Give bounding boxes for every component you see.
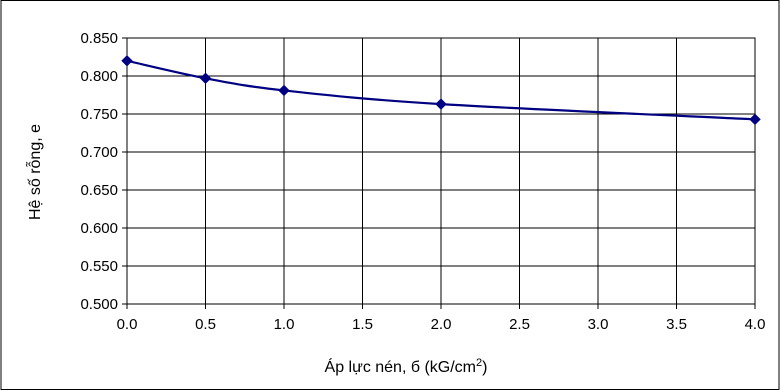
x-axis-title: Áp lực nén, б (kG/cm2) xyxy=(325,357,488,376)
data-point-marker xyxy=(278,84,290,97)
y-axis-title: Hệ số rỗng, e xyxy=(25,124,44,220)
y-tick-label: 0.750 xyxy=(80,106,118,123)
x-tick-label: 0.0 xyxy=(117,316,138,333)
data-point-marker xyxy=(435,98,447,110)
y-tick-label: 0.500 xyxy=(80,296,118,313)
y-tick-label: 0.550 xyxy=(80,258,118,275)
x-tick-label: 4.0 xyxy=(745,316,766,333)
x-axis-title-main: Áp lực nén, б (kG/cm xyxy=(325,357,476,376)
data-point-marker xyxy=(199,72,212,84)
x-tick-label: 2.5 xyxy=(509,316,530,333)
data-point-marker xyxy=(121,55,133,67)
x-tick-label: 2.0 xyxy=(431,316,452,333)
series-group xyxy=(121,55,761,126)
y-tick-label: 0.700 xyxy=(80,144,118,161)
y-tick-label: 0.850 xyxy=(80,30,118,47)
x-axis-title-suffix: ) xyxy=(482,359,487,376)
x-tick-label: 1.5 xyxy=(352,316,373,333)
y-tick-label: 0.600 xyxy=(80,220,118,237)
x-tick-label: 0.5 xyxy=(195,316,216,333)
y-axis-ticks: 0.500 0.550 0.600 0.650 0.700 0.750 0.800 0.850 xyxy=(80,30,127,313)
x-tick-label: 1.0 xyxy=(274,316,295,333)
data-point-marker xyxy=(749,113,761,126)
x-tick-label: 3.0 xyxy=(588,316,609,333)
y-tick-label: 0.650 xyxy=(80,182,118,199)
x-axis-title-superscript: 2 xyxy=(476,357,482,369)
y-tick-label: 0.800 xyxy=(80,68,118,85)
x-tick-label: 3.5 xyxy=(666,316,687,333)
x-axis-ticks: 0.0 0.5 1.0 1.5 2.0 2.5 3.0 3.5 4.0 xyxy=(117,304,766,333)
